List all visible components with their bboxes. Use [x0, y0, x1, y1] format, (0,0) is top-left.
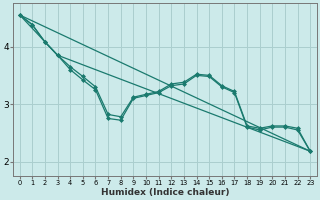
X-axis label: Humidex (Indice chaleur): Humidex (Indice chaleur)	[101, 188, 229, 197]
